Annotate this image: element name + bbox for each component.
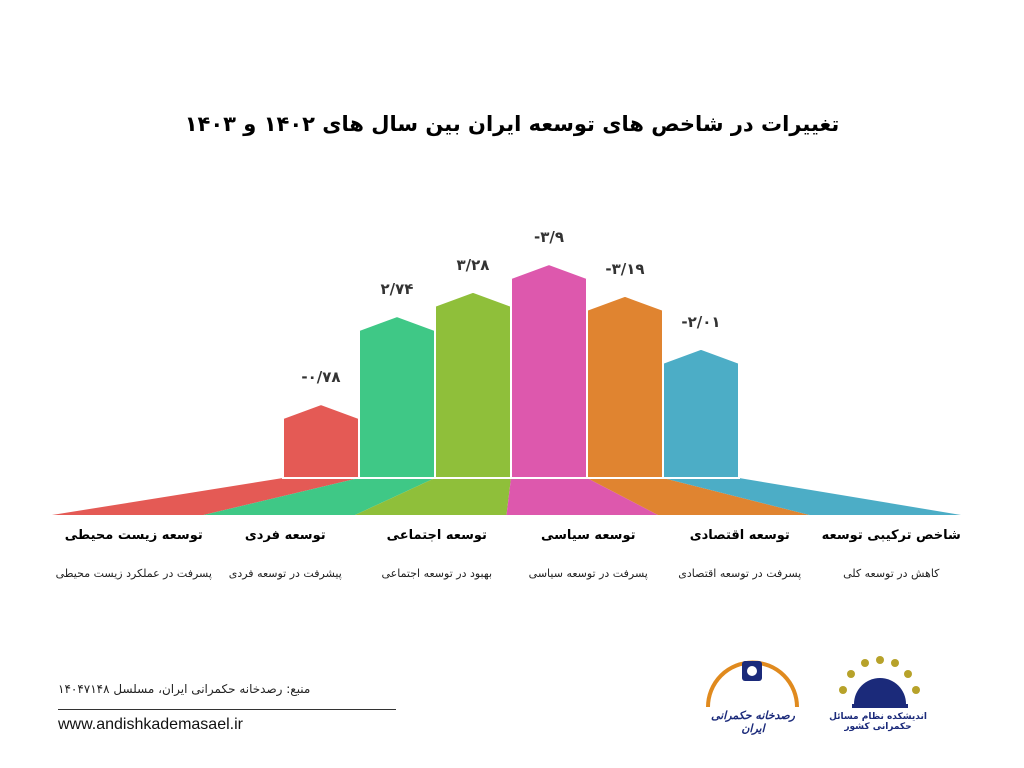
category-5: شاخص ترکیبی توسعه کاهش در توسعه کلی — [806, 528, 976, 580]
category-0: توسعه زیست محیطی پسرفت در عملکرد زیست محی… — [49, 528, 219, 580]
category-name-4: توسعه اقتصادی — [689, 528, 790, 543]
category-name-1: توسعه فردی — [244, 528, 326, 543]
category-name-2: توسعه اجتماعی — [386, 528, 487, 543]
observatory-logo — [706, 660, 799, 708]
value-label-0: -۰/۷۸ — [301, 368, 340, 386]
observatory-logo-text: رصدخانه حکمرانی ایران — [711, 709, 795, 735]
fan-base-0 — [52, 478, 359, 515]
bar-5 — [662, 347, 740, 479]
fan-base-group — [52, 478, 961, 515]
value-label-group: -۰/۷۸ ۲/۷۴ ۳/۲۸ -۳/۹ -۳/۱۹ -۲/۰۱ — [301, 228, 720, 386]
value-label-2: ۳/۲۸ — [457, 256, 490, 274]
bar-4 — [586, 294, 664, 479]
category-description-4: پسرفت در توسعه اقتصادی — [678, 567, 802, 580]
category-name-0: توسعه زیست محیطی — [64, 528, 203, 543]
category-description-5: کاهش در توسعه کلی — [843, 567, 940, 580]
fan-base-2 — [355, 478, 511, 515]
chart-title: تغییرات در شاخص های توسعه ایران بین سال … — [184, 112, 840, 136]
footer-divider — [58, 709, 396, 710]
bar-2 — [434, 290, 512, 479]
thinktank-logo — [839, 656, 920, 708]
bar-group — [282, 262, 740, 479]
category-name-3: توسعه سیاسی — [541, 528, 636, 543]
thinktank-logo-text: اندیشکده نظام مسائل حکمرانی کشور — [829, 712, 927, 732]
fan-base-4 — [587, 478, 810, 515]
value-label-5: -۲/۰۱ — [681, 313, 720, 331]
category-2: توسعه اجتماعی بهبود در توسعه اجتماعی — [352, 528, 522, 580]
category-description-3: پسرفت در توسعه سیاسی — [528, 567, 648, 580]
fan-base-1 — [203, 478, 435, 515]
value-label-1: ۲/۷۴ — [381, 280, 414, 298]
fan-base-3 — [506, 478, 658, 515]
value-label-3: -۳/۹ — [534, 228, 564, 246]
category-description-1: پیشرفت در توسعه فردی — [228, 567, 342, 580]
bar-1 — [358, 314, 436, 479]
category-1: توسعه فردی پیشرفت در توسعه فردی — [200, 528, 370, 580]
fan-base-5 — [663, 478, 961, 515]
category-3: توسعه سیاسی پسرفت در توسعه سیاسی — [503, 528, 673, 580]
category-name-5: شاخص ترکیبی توسعه — [821, 528, 961, 543]
value-label-4: -۳/۱۹ — [605, 260, 644, 278]
bar-0 — [282, 402, 360, 479]
category-description-0: پسرفت در عملکرد زیست محیطی — [55, 567, 212, 580]
category-4: توسعه اقتصادی پسرفت در توسعه اقتصادی — [655, 528, 825, 580]
website-link[interactable]: www.andishkademasael.ir — [58, 716, 243, 733]
source-note: منبع: رصدخانه حکمرانی ایران، مسلسل ۱۴۰۴۷… — [58, 682, 311, 696]
category-description-2: بهبود در توسعه اجتماعی — [381, 567, 492, 580]
bar-3 — [510, 262, 588, 479]
